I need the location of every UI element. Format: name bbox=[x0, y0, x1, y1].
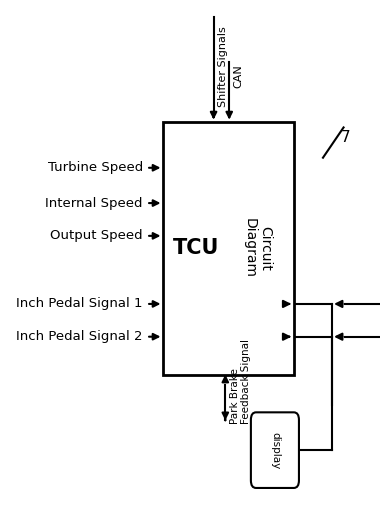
Text: 7: 7 bbox=[341, 130, 350, 145]
Text: Inch Pedal Signal 1: Inch Pedal Signal 1 bbox=[16, 298, 143, 310]
Text: Circuit
Diagram: Circuit Diagram bbox=[242, 219, 272, 278]
Text: Turbine Speed: Turbine Speed bbox=[48, 161, 143, 174]
Text: Shifter Signals: Shifter Signals bbox=[218, 26, 228, 107]
Text: display: display bbox=[270, 431, 280, 469]
Text: TCU: TCU bbox=[173, 238, 219, 259]
FancyBboxPatch shape bbox=[163, 122, 294, 375]
Text: Inch Pedal Signal 2: Inch Pedal Signal 2 bbox=[16, 330, 143, 343]
Text: CAN: CAN bbox=[234, 64, 244, 88]
Text: Park Brake
Feedback Signal: Park Brake Feedback Signal bbox=[230, 339, 251, 424]
Text: Output Speed: Output Speed bbox=[50, 229, 143, 242]
Text: Internal Speed: Internal Speed bbox=[45, 197, 143, 209]
FancyBboxPatch shape bbox=[251, 412, 299, 488]
